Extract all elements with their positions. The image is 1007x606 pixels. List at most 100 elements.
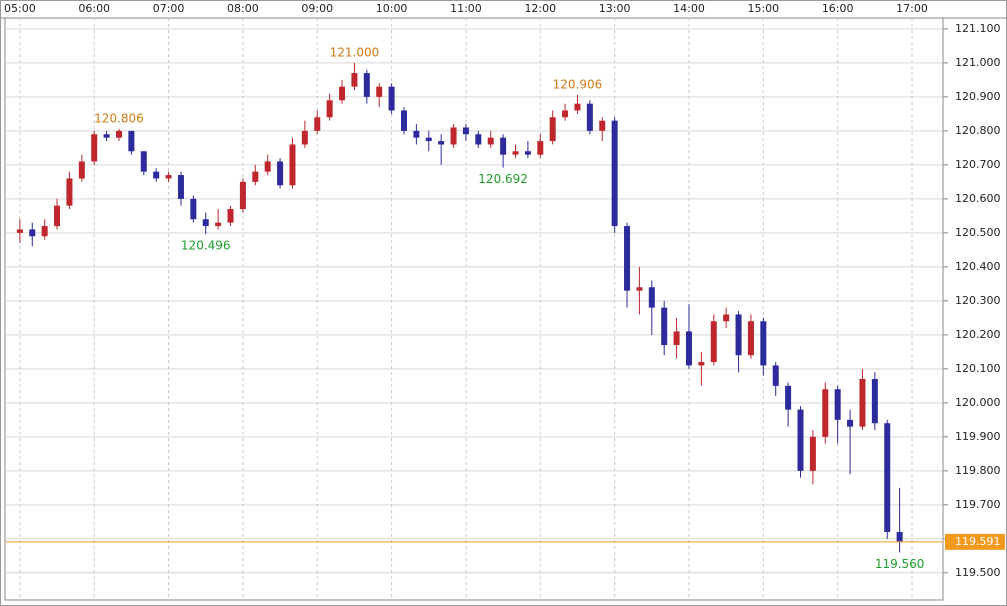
candle-body (66, 178, 73, 206)
candle-body (227, 209, 234, 223)
y-tick-label: 120.100 (955, 362, 1001, 375)
candle-body (847, 419, 854, 427)
candle-body (91, 134, 98, 162)
x-tick-label: 07:00 (153, 2, 185, 15)
x-tick-label: 14:00 (673, 2, 705, 15)
candle-body (624, 226, 631, 291)
candle-body (351, 73, 358, 87)
y-tick-label: 120.400 (955, 260, 1001, 273)
y-tick-label: 121.000 (955, 56, 1001, 69)
candle-body (78, 161, 85, 179)
candle-body (599, 120, 606, 131)
candle-body (115, 130, 122, 138)
candle-body (586, 103, 593, 131)
candle-body (450, 127, 457, 145)
y-tick-label: 119.500 (955, 566, 1001, 579)
candle-body (834, 389, 841, 420)
candle-body (400, 110, 407, 131)
y-tick-label: 120.800 (955, 124, 1001, 137)
candle-body (747, 321, 754, 356)
candle-body (723, 314, 730, 322)
candle-body (512, 151, 519, 155)
x-tick-label: 13:00 (599, 2, 631, 15)
candle-body (475, 134, 482, 145)
x-tick-label: 12:00 (524, 2, 556, 15)
candle-body (735, 314, 742, 356)
candle-body (376, 86, 383, 97)
y-tick-label: 120.300 (955, 294, 1001, 307)
y-tick-label: 120.700 (955, 158, 1001, 171)
x-tick-label: 06:00 (78, 2, 110, 15)
y-tick-label: 121.100 (955, 22, 1001, 35)
candle-body (140, 151, 147, 172)
candle-body (785, 385, 792, 410)
x-tick-label: 08:00 (227, 2, 259, 15)
annotation: 120.496 (181, 239, 231, 253)
candle-body (277, 161, 284, 186)
candle-body (562, 110, 569, 118)
candle-body (363, 73, 370, 97)
x-tick-label: 05:00 (4, 2, 36, 15)
candle-body (190, 198, 197, 220)
candle-body (264, 161, 271, 172)
annotation: 120.692 (478, 172, 528, 186)
candle-body (54, 205, 61, 227)
candle-body (809, 436, 816, 471)
y-tick-label: 120.500 (955, 226, 1001, 239)
y-tick-label: 120.600 (955, 192, 1001, 205)
candle-body (41, 226, 48, 237)
candle-body (648, 287, 655, 308)
candle-body (425, 137, 432, 142)
annotation: 121.000 (330, 45, 380, 59)
x-tick-label: 17:00 (896, 2, 928, 15)
y-tick-label: 120.200 (955, 328, 1001, 341)
candle-body (549, 117, 556, 142)
candle-body (215, 222, 222, 227)
candle-body (884, 423, 891, 533)
candle-body (202, 219, 209, 227)
candle-body (462, 127, 469, 135)
candle-body (128, 130, 135, 152)
current-price-box (945, 533, 1005, 550)
candle-body (685, 331, 692, 366)
x-tick-label: 16:00 (822, 2, 854, 15)
x-tick-label: 09:00 (301, 2, 333, 15)
candle-body (339, 86, 346, 101)
x-tick-label: 11:00 (450, 2, 482, 15)
candle-body (772, 365, 779, 386)
x-tick-label: 10:00 (376, 2, 408, 15)
candle-body (611, 120, 618, 227)
candle-body (301, 130, 308, 145)
candle-body (710, 321, 717, 363)
y-tick-label: 119.800 (955, 464, 1001, 477)
candle-body (165, 175, 172, 179)
candle-body (177, 175, 184, 199)
candle-body (698, 362, 705, 366)
y-tick-label: 120.000 (955, 396, 1001, 409)
candle-body (537, 141, 544, 155)
y-tick-label: 119.900 (955, 430, 1001, 443)
candle-body (413, 130, 420, 138)
candle-body (314, 117, 321, 131)
candle-body (326, 100, 333, 118)
candle-body (574, 103, 581, 111)
candle-body (16, 229, 23, 233)
candle-body (760, 321, 767, 366)
y-tick-label: 120.900 (955, 90, 1001, 103)
candle-body (896, 532, 903, 542)
candle-body (859, 379, 866, 427)
candle-body (636, 287, 643, 291)
candle-body (153, 171, 160, 179)
candle-body (289, 144, 296, 186)
annotation: 119.560 (875, 557, 925, 571)
candle-body (487, 137, 494, 145)
current-price-label: 119.591 (955, 535, 1001, 548)
annotation: 120.906 (553, 77, 603, 91)
x-tick-label: 15:00 (747, 2, 779, 15)
candle-body (822, 389, 829, 437)
y-tick-label: 119.700 (955, 498, 1001, 511)
candle-body (388, 86, 395, 111)
candle-body (252, 171, 259, 182)
candle-body (500, 137, 507, 155)
candle-body (797, 409, 804, 471)
